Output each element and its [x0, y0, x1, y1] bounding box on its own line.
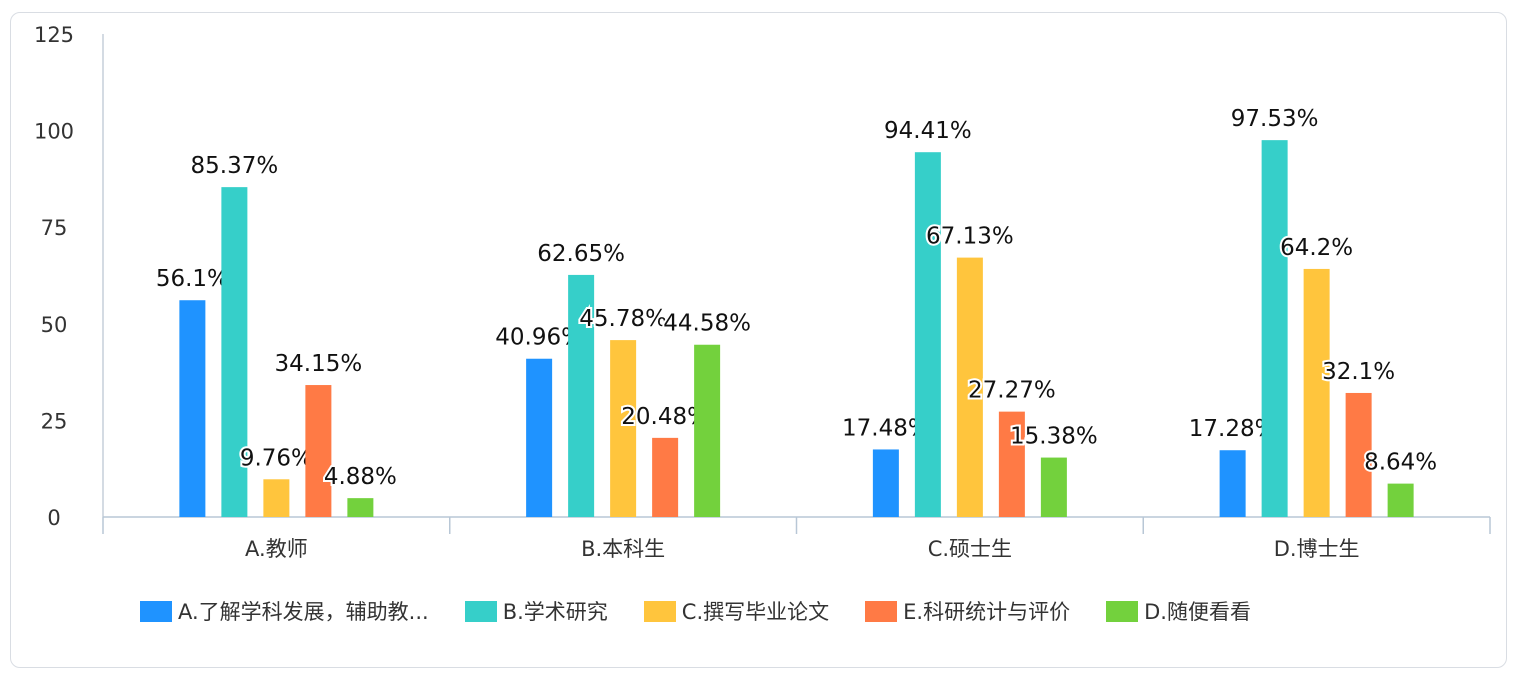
- bar: [1387, 483, 1414, 517]
- bar: [1303, 268, 1330, 517]
- bar: [347, 498, 374, 517]
- legend-item[interactable]: A.了解学科发展，辅助教...: [140, 596, 429, 626]
- bar: [568, 274, 595, 517]
- legend-label: E.科研统计与评价: [903, 600, 1071, 624]
- data-label: 67.13%: [926, 224, 1014, 250]
- y-tick-label: 100: [34, 120, 74, 144]
- data-label: 62.65%: [537, 241, 625, 267]
- data-label: 4.88%: [324, 464, 397, 490]
- legend-item[interactable]: D.随便看看: [1106, 596, 1251, 626]
- data-label: 8.64%: [1364, 450, 1437, 476]
- legend-item[interactable]: E.科研统计与评价: [865, 596, 1070, 626]
- data-label: 45.78%: [579, 306, 667, 332]
- y-tick-label: 125: [34, 23, 74, 47]
- bar: [998, 411, 1025, 517]
- data-label: 94.41%: [884, 118, 972, 144]
- legend-swatch: [643, 600, 676, 622]
- y-tick-label: 0: [47, 506, 60, 530]
- y-tick-label: 50: [41, 313, 68, 337]
- data-label: 34.15%: [275, 351, 363, 377]
- bar: [694, 344, 721, 517]
- bar: [305, 385, 332, 517]
- chart-legend: A.了解学科发展，辅助教... B.学术研究 C.撰写毕业论文 E.科研统计与评价 D.…: [140, 596, 1287, 626]
- data-label: 32.1%: [1322, 359, 1395, 385]
- legend-item[interactable]: C.撰写毕业论文: [643, 596, 830, 626]
- bar: [526, 358, 553, 517]
- bar: [179, 300, 206, 517]
- bar: [610, 340, 637, 517]
- legend-label: A.了解学科发展，辅助教...: [178, 600, 429, 624]
- data-label: 27.27%: [968, 378, 1056, 404]
- y-tick-label: 25: [41, 409, 68, 433]
- y-tick-label: 75: [41, 216, 68, 240]
- data-label: 44.58%: [663, 311, 751, 337]
- bar: [1261, 140, 1288, 517]
- legend-swatch: [865, 600, 898, 622]
- bar: [1345, 392, 1372, 517]
- bar: [1040, 457, 1067, 517]
- legend-label: B.学术研究: [502, 600, 608, 624]
- legend-label: D.随便看看: [1144, 600, 1251, 624]
- bar: [956, 257, 983, 517]
- x-tick-label: D.博士生: [1274, 537, 1360, 561]
- data-label: 15.38%: [1010, 424, 1098, 450]
- x-tick-label: B.本科生: [581, 537, 665, 561]
- bar: [1219, 450, 1246, 517]
- bar: [221, 187, 248, 518]
- data-label: 64.2%: [1280, 235, 1353, 261]
- bar: [263, 479, 290, 517]
- data-label: 85.37%: [191, 153, 279, 179]
- legend-swatch: [140, 600, 172, 622]
- chart-card: [10, 12, 1507, 668]
- bar: [652, 437, 679, 517]
- bar: [872, 449, 899, 517]
- legend-item[interactable]: B.学术研究: [464, 596, 608, 626]
- legend-swatch: [1106, 600, 1139, 622]
- x-tick-label: C.硕士生: [928, 537, 1012, 561]
- legend-label: C.撰写毕业论文: [681, 600, 830, 624]
- data-label: 97.53%: [1231, 106, 1319, 132]
- legend-swatch: [464, 600, 497, 622]
- data-label: 56.1%: [156, 266, 229, 292]
- x-tick-label: A.教师: [245, 537, 308, 561]
- bar: [914, 152, 941, 517]
- data-label: 9.76%: [240, 445, 313, 471]
